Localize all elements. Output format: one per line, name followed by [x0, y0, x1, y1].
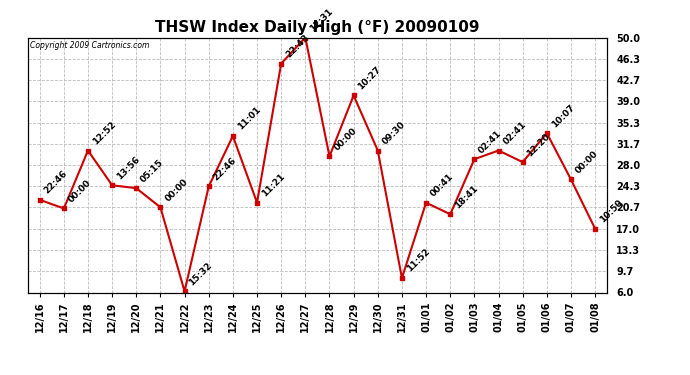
Text: 11:21: 11:21 [260, 172, 286, 198]
Text: 10:27: 10:27 [357, 64, 383, 91]
Text: 22:43: 22:43 [284, 33, 310, 59]
Text: 12:20: 12:20 [526, 131, 552, 158]
Text: 11:52: 11:52 [405, 247, 431, 274]
Text: 00:00: 00:00 [67, 178, 93, 204]
Text: 00:00: 00:00 [164, 177, 190, 203]
Text: 18:41: 18:41 [453, 183, 480, 210]
Text: 05:15: 05:15 [139, 158, 166, 184]
Text: 22:46: 22:46 [43, 169, 69, 196]
Text: 09:30: 09:30 [381, 120, 407, 146]
Text: 02:41: 02:41 [477, 128, 504, 155]
Text: 00:00: 00:00 [333, 126, 359, 152]
Text: 00:00: 00:00 [574, 149, 600, 176]
Text: 15:32: 15:32 [188, 261, 214, 287]
Title: THSW Index Daily High (°F) 20090109: THSW Index Daily High (°F) 20090109 [155, 20, 480, 35]
Text: 10:50: 10:50 [598, 198, 624, 225]
Text: 13:56: 13:56 [115, 154, 141, 181]
Text: 12:52: 12:52 [91, 120, 117, 146]
Text: Copyright 2009 Cartronics.com: Copyright 2009 Cartronics.com [30, 41, 150, 50]
Text: 12:31: 12:31 [308, 7, 335, 33]
Text: 10:07: 10:07 [550, 102, 576, 129]
Text: 22:46: 22:46 [212, 156, 238, 182]
Text: 02:41: 02:41 [502, 120, 528, 146]
Text: 11:01: 11:01 [236, 105, 262, 132]
Text: 00:41: 00:41 [429, 172, 455, 198]
